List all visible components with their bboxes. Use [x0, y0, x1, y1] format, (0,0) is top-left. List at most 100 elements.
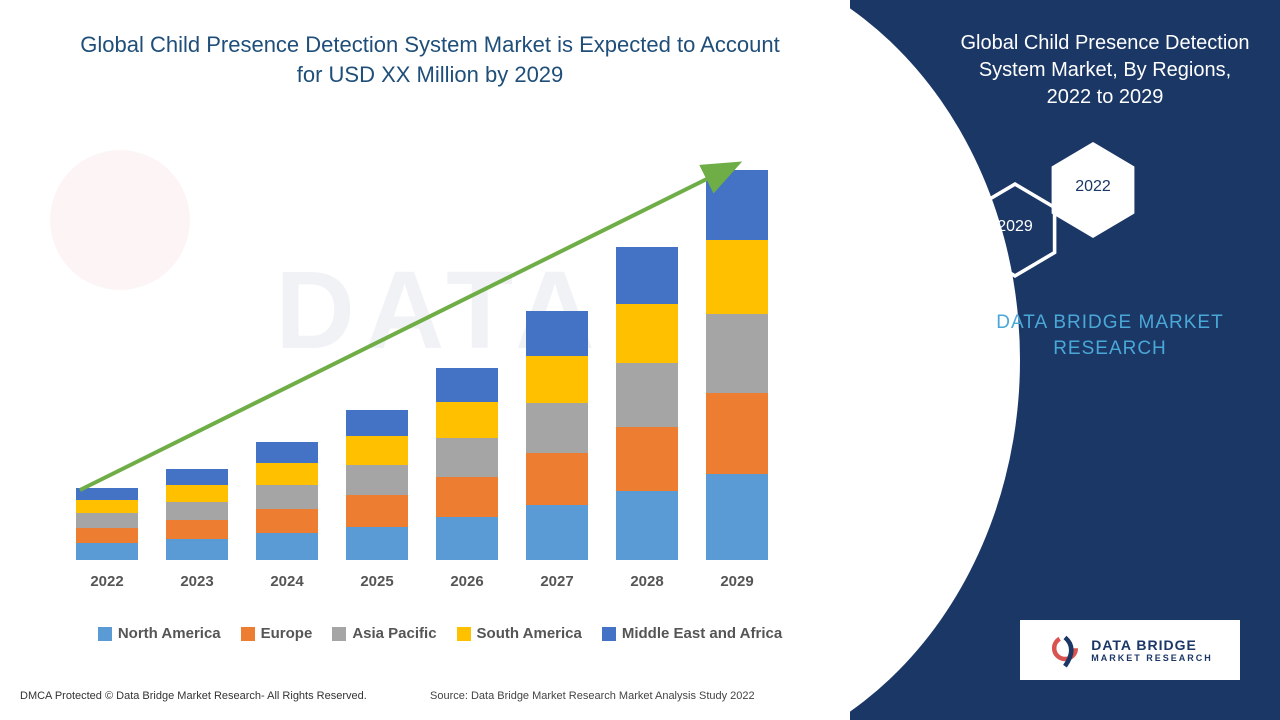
bar-stack: [526, 311, 588, 560]
bar-segment: [616, 363, 678, 427]
bar-segment: [76, 528, 138, 543]
chart-plot-area: 2022 2023 2024 2025 2026 2027 2028 2029: [70, 160, 790, 590]
bar-stack: [346, 410, 408, 560]
legend-swatch: [332, 627, 346, 641]
bar-segment: [616, 427, 678, 492]
bar-segment: [76, 513, 138, 527]
bar-stack: [706, 170, 768, 560]
bar-segment: [76, 543, 138, 560]
footer-source: Source: Data Bridge Market Research Mark…: [430, 690, 755, 702]
bar-column: [346, 410, 408, 560]
bar-segment: [706, 240, 768, 314]
hexagon-2022: 2022: [1048, 140, 1138, 240]
side-panel: Global Child Presence Detection System M…: [850, 0, 1280, 720]
bar-segment: [526, 403, 588, 453]
hexagon-2029: 2029: [970, 180, 1060, 280]
bar-segment: [526, 505, 588, 560]
bar-segment: [76, 500, 138, 513]
bar-segment: [256, 533, 318, 560]
x-axis-label: 2026: [436, 573, 498, 590]
legend-item: Asia Pacific: [332, 625, 436, 642]
x-axis-labels: 2022 2023 2024 2025 2026 2027 2028 2029: [70, 573, 790, 590]
chart-legend: North America Europe Asia Pacific South Ame…: [60, 625, 820, 642]
bar-segment: [166, 469, 228, 485]
bar-segment: [346, 465, 408, 495]
bar-segment: [436, 477, 498, 517]
x-axis-label: 2024: [256, 573, 318, 590]
bar-segment: [706, 314, 768, 393]
bar-column: [706, 170, 768, 560]
bar-segment: [436, 402, 498, 438]
bar-segment: [166, 539, 228, 560]
bar-segment: [76, 488, 138, 500]
main-chart-area: DATA Global Child Presence Detection Sys…: [0, 0, 850, 720]
bar-segment: [256, 509, 318, 534]
bar-segment: [526, 356, 588, 403]
bar-segment: [346, 527, 408, 560]
bar-stack: [616, 247, 678, 560]
bar-stack: [256, 442, 318, 560]
bar-segment: [436, 517, 498, 560]
bar-stack: [76, 488, 138, 560]
bar-column: [526, 311, 588, 560]
bar-segment: [346, 410, 408, 437]
legend-label: Asia Pacific: [352, 625, 436, 642]
legend-swatch: [602, 627, 616, 641]
chart-title: Global Child Presence Detection System M…: [80, 30, 780, 89]
x-axis-label: 2029: [706, 573, 768, 590]
bar-column: [256, 442, 318, 560]
x-axis-label: 2027: [526, 573, 588, 590]
bar-segment: [706, 474, 768, 560]
bar-segment: [616, 247, 678, 304]
bar-segment: [166, 502, 228, 520]
bar-segment: [256, 463, 318, 485]
footer-copyright: DMCA Protected © Data Bridge Market Rese…: [20, 690, 367, 702]
bar-stack: [166, 469, 228, 560]
legend-item: Europe: [241, 625, 313, 642]
legend-label: Middle East and Africa: [622, 625, 782, 642]
x-axis-label: 2025: [346, 573, 408, 590]
bar-segment: [346, 495, 408, 526]
hexagon-label-2022: 2022: [1048, 178, 1138, 196]
bar-segment: [346, 436, 408, 465]
bar-segment: [526, 453, 588, 504]
bar-column: [436, 368, 498, 560]
bar-segment: [436, 368, 498, 402]
bar-segment: [616, 304, 678, 363]
side-brand-text: DATA BRIDGE MARKET RESEARCH: [980, 310, 1240, 361]
logo-main-text: DATA BRIDGE: [1091, 638, 1213, 652]
legend-item: South America: [457, 625, 582, 642]
legend-item: Middle East and Africa: [602, 625, 782, 642]
legend-label: North America: [118, 625, 221, 642]
x-axis-label: 2023: [166, 573, 228, 590]
bar-segment: [256, 442, 318, 463]
legend-label: Europe: [261, 625, 313, 642]
legend-item: North America: [98, 625, 221, 642]
logo-sub-text: MARKET RESEARCH: [1091, 654, 1213, 663]
hexagon-label-2029: 2029: [970, 218, 1060, 236]
bar-segment: [166, 520, 228, 539]
bars-container: [70, 160, 790, 560]
bar-segment: [166, 485, 228, 502]
legend-swatch: [98, 627, 112, 641]
logo-text: DATA BRIDGE MARKET RESEARCH: [1091, 638, 1213, 663]
legend-label: South America: [477, 625, 582, 642]
bar-stack: [436, 368, 498, 560]
bar-segment: [706, 393, 768, 474]
bar-segment: [256, 485, 318, 509]
logo-container: DATA BRIDGE MARKET RESEARCH: [1020, 620, 1240, 680]
x-axis-label: 2028: [616, 573, 678, 590]
bar-column: [616, 247, 678, 560]
bar-segment: [526, 311, 588, 356]
side-panel-title: Global Child Presence Detection System M…: [955, 30, 1255, 111]
hexagon-badges: 2029 2022: [970, 140, 1170, 280]
x-axis-label: 2022: [76, 573, 138, 590]
bar-segment: [706, 170, 768, 240]
legend-swatch: [457, 627, 471, 641]
bar-column: [166, 469, 228, 560]
logo-mark-icon: [1047, 632, 1083, 668]
legend-swatch: [241, 627, 255, 641]
bar-column: [76, 488, 138, 560]
bar-segment: [436, 438, 498, 477]
bar-segment: [616, 491, 678, 560]
